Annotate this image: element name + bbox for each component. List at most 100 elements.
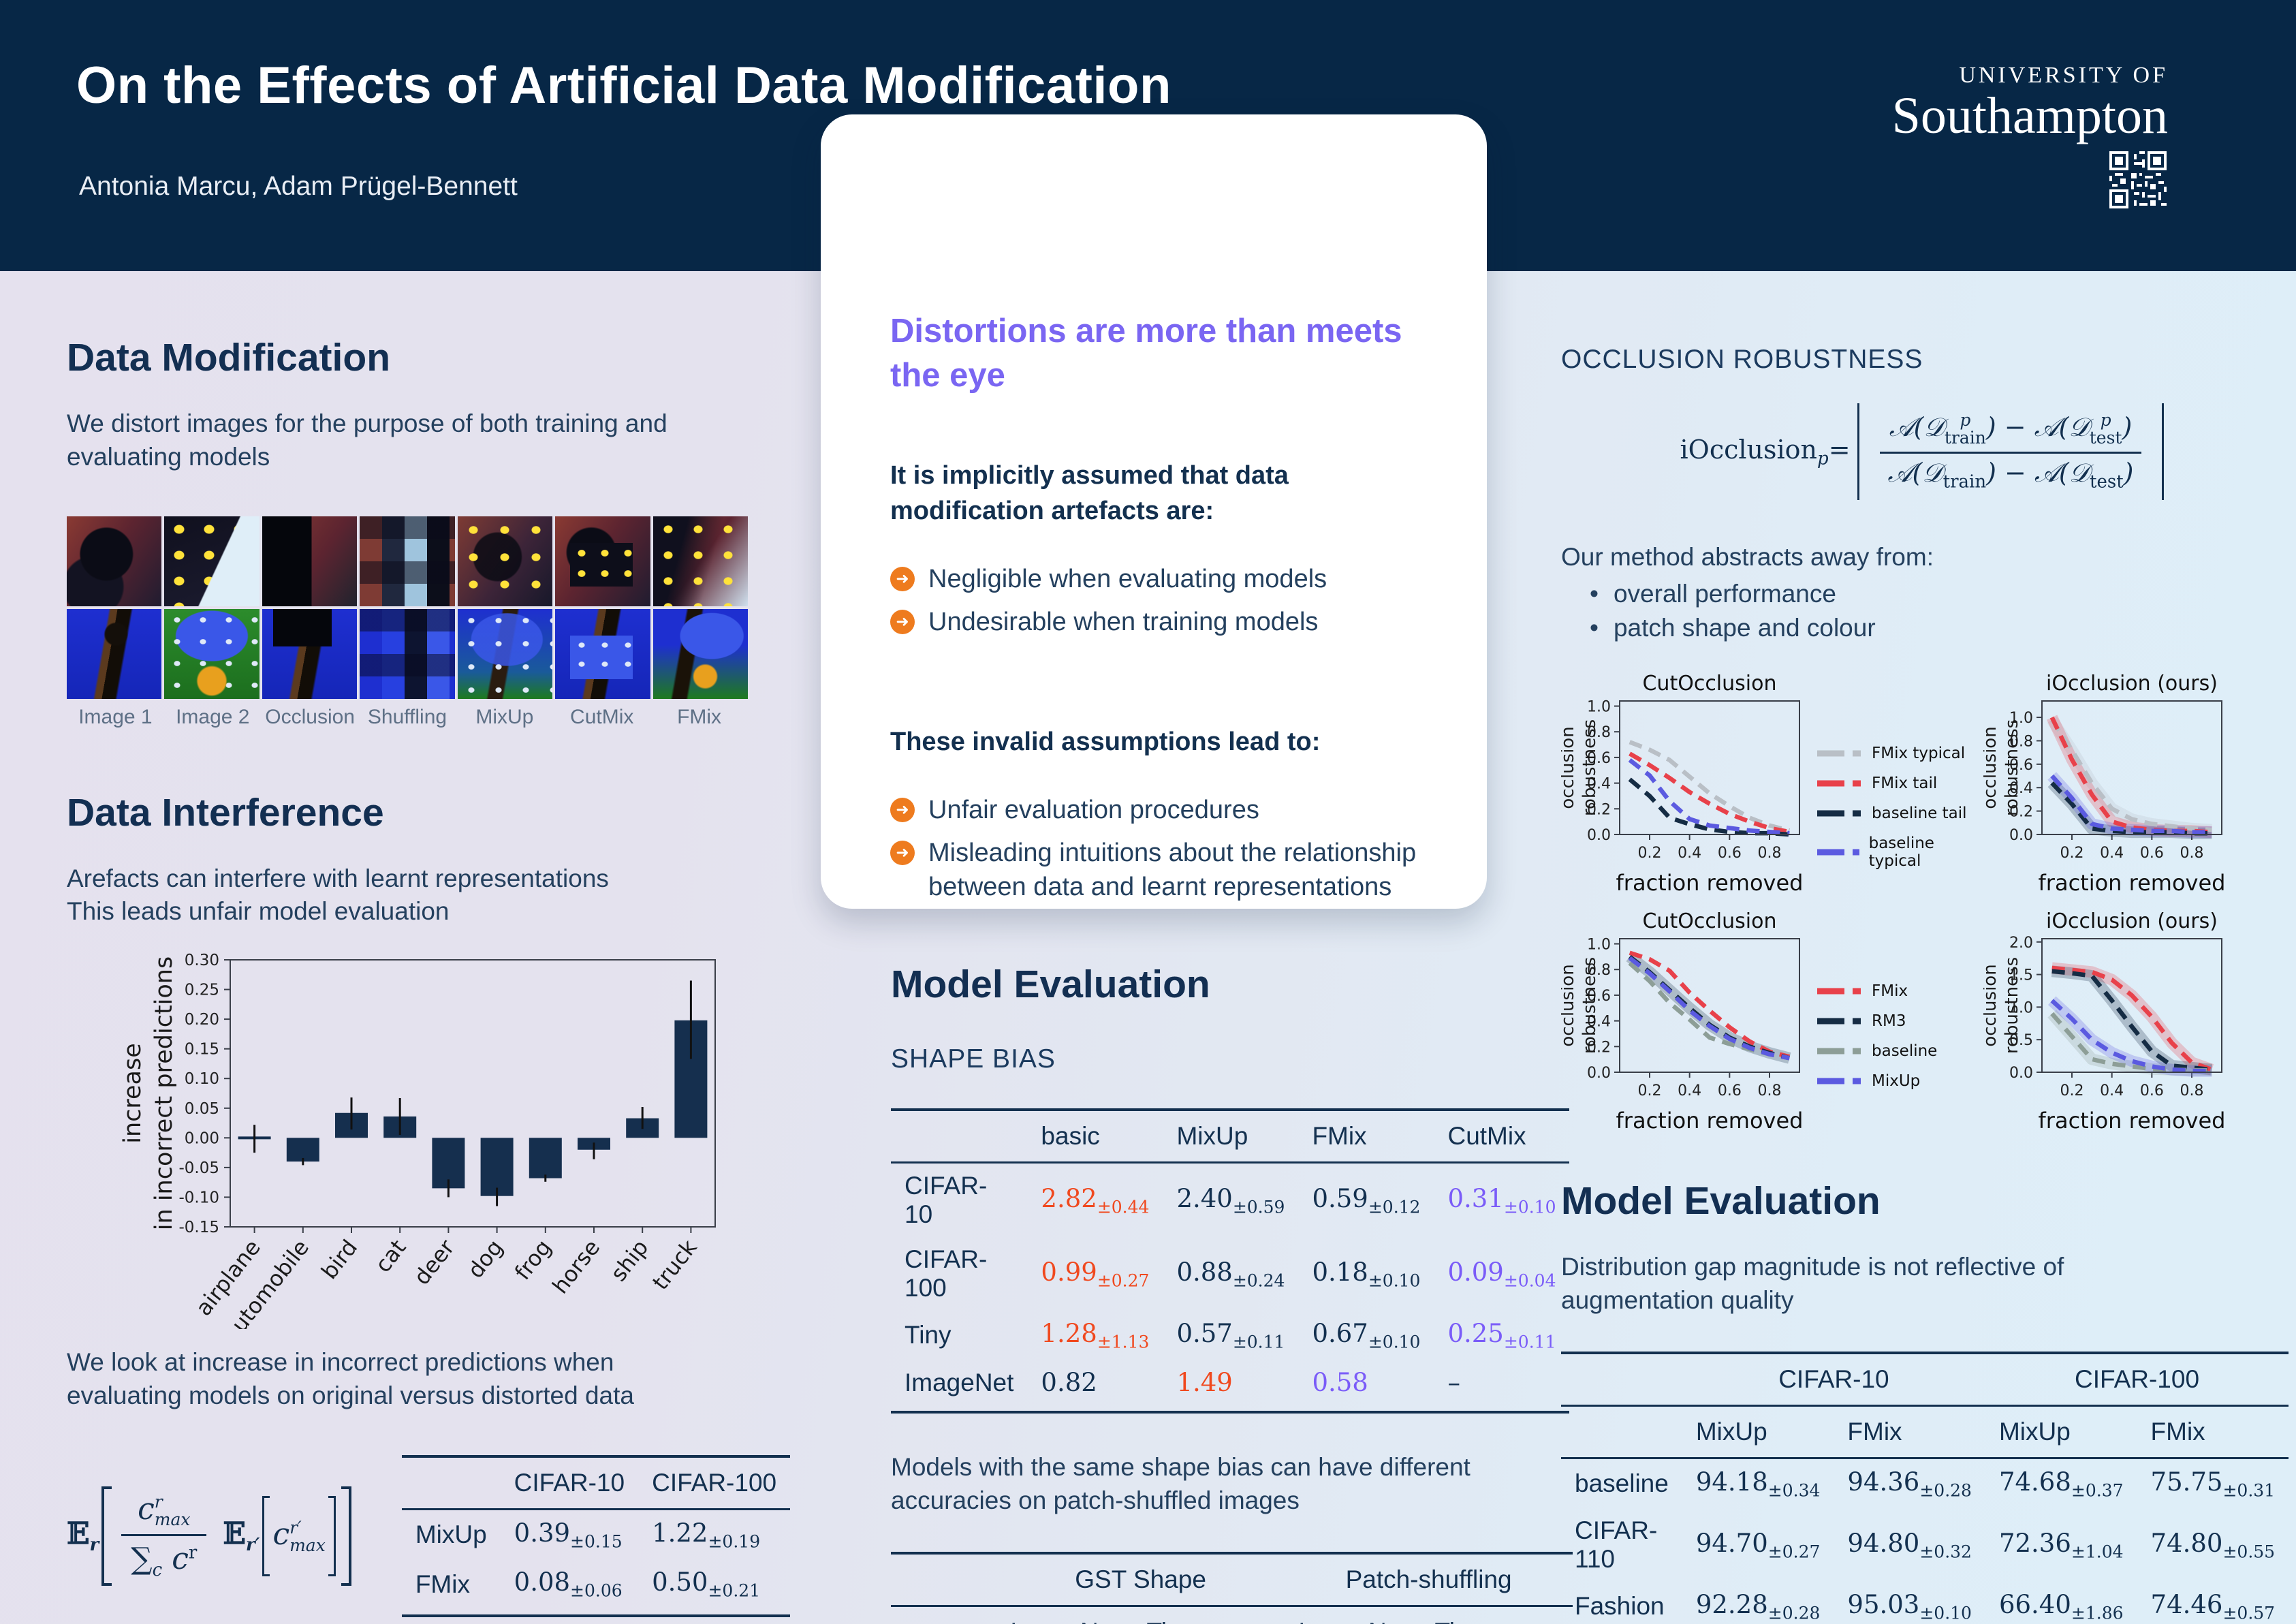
shape-bias-note: Models with the same shape bias can have… — [891, 1453, 1471, 1515]
model-evaluation-heading: Model Evaluation — [891, 963, 1210, 1006]
conclusion-body: We look at increase in incorrect predict… — [67, 1348, 634, 1410]
table-group-header: Patch-shuffling — [1285, 1553, 1573, 1608]
shape-bias-subheading: SHAPE BIAS — [891, 1044, 1056, 1074]
svg-text:in incorrect predictions: in incorrect predictions — [151, 956, 178, 1230]
model-evaluation-heading-right: Model Evaluation — [1561, 1178, 1881, 1223]
expected-increase-formula: 𝔼r c r max ∑c cr 𝔼r′ c r′ max — [67, 1486, 354, 1587]
bullet-text: Undesirable when training models — [928, 608, 1319, 637]
shape-bias-table: basic MixUp FMix CutMix CIFAR-10 2.82±0.44 2.4… — [891, 1108, 1570, 1414]
svg-text:0.8: 0.8 — [1587, 724, 1611, 741]
left-column: Data Modification We distort images for … — [67, 335, 809, 1617]
table-cell: 0.67±0.10 — [1312, 1319, 1421, 1352]
svg-text:1.5: 1.5 — [2009, 967, 2033, 984]
key-message-card: Distortions are more than meets the eye … — [821, 114, 1487, 909]
table-column-header: MixUp — [1163, 1110, 1299, 1164]
line-chart-svg: iOcclusion (ours) 0.0 0.5 1.0 1.5 2.0 0.2 0.4 0.… — [1980, 909, 2225, 1134]
svg-text:1.0: 1.0 — [1587, 936, 1611, 953]
svg-text:0.6: 0.6 — [2140, 845, 2164, 862]
table-cell: 94.80±0.32 — [1847, 1528, 1972, 1562]
table-column-header: MixUp — [1985, 1405, 2137, 1459]
thumb-image1-row2 — [67, 608, 162, 699]
svg-text:iOcclusion (ours): iOcclusion (ours) — [2046, 909, 2218, 933]
strip-label: Image 2 — [176, 705, 250, 728]
poster-authors: Antonia Marcu, Adam Prügel-Bennett — [79, 172, 518, 201]
svg-text:0.2: 0.2 — [1587, 1039, 1611, 1056]
table-cell: 92.28±0.28 — [1682, 1581, 1834, 1624]
svg-text:0.5: 0.5 — [2009, 1032, 2033, 1049]
occlusion-robustness-heading: OCCLUSION ROBUSTNESS — [1561, 345, 1923, 374]
inner-left-bracket — [262, 1495, 270, 1577]
svg-text:0.0: 0.0 — [1587, 827, 1611, 844]
table-cell: 0.59±0.12 — [1312, 1183, 1421, 1217]
table-cell: 0.08±0.06 — [500, 1559, 639, 1617]
svg-text:0.15: 0.15 — [185, 1041, 219, 1059]
table-row: CIFAR-10 2.82±0.44 2.40±0.59 0.59±0.12 0.31±… — [891, 1163, 1569, 1238]
table-cell: 66.40±1.86 — [1985, 1581, 2137, 1624]
abstracts-intro: Our method abstracts away from: — [1561, 543, 1934, 572]
strip-label: CutMix — [570, 705, 634, 728]
legend-swatch — [1817, 750, 1861, 757]
assumed-bullet: ➜ Negligible when evaluating models — [890, 563, 1421, 596]
legend-item: baseline — [1817, 1042, 1983, 1060]
svg-text:frog: frog — [509, 1235, 556, 1285]
cutmix-patch — [570, 636, 633, 679]
table-row: Tiny 1.28±1.13 0.57±0.11 0.67±0.10 0.25±0.11 — [891, 1311, 1569, 1360]
table-row: FMix 0.08±0.06 0.50±0.21 — [401, 1559, 791, 1617]
svg-text:0.30: 0.30 — [185, 952, 219, 969]
bullet-text: Misleading intuitions about the relation… — [928, 839, 1417, 901]
table-cell: 1.28±1.13 — [1041, 1319, 1150, 1352]
svg-text:ship: ship — [606, 1235, 654, 1287]
bullet-text: Unfair evaluation procedures — [928, 796, 1259, 825]
table-column-header: CIFAR-100 — [638, 1456, 791, 1510]
lead-bullet: ➜ Unfair evaluation procedures — [890, 794, 1421, 827]
chart-legend-1: FMix typical FMix tail baseline tail baseli… — [1808, 745, 1983, 870]
cutmix-patch — [570, 543, 633, 587]
occlusion-charts-row-1: CutOcclusion 0.0 0.2 0.4 0.6 0.8 1.0 0.2 0.4 0.6 0… — [1558, 670, 2283, 903]
svg-text:robustness: robustness — [2002, 957, 2022, 1054]
svg-text:0.4: 0.4 — [2009, 780, 2033, 797]
inner-right-bracket — [328, 1495, 336, 1577]
svg-text:0.0: 0.0 — [1587, 1065, 1611, 1082]
svg-text:0.8: 0.8 — [1758, 845, 1782, 862]
svg-text:0.2: 0.2 — [1638, 845, 1662, 862]
legend-item: baseline typical — [1817, 834, 1983, 870]
legend-label: MixUp — [1872, 1072, 1921, 1090]
table-row-label: baseline — [1575, 1469, 1669, 1497]
table-column-header: CIFAR-10 — [500, 1456, 639, 1510]
logo-top-text: UNIVERSITY OF — [1959, 63, 2168, 88]
university-logo: UNIVERSITY OF Southampton — [1892, 63, 2168, 208]
table-cell: 0.39±0.15 — [514, 1518, 623, 1552]
svg-text:iOcclusion (ours): iOcclusion (ours) — [2046, 672, 2218, 696]
table-column-header: FMix — [2137, 1405, 2289, 1459]
svg-text:0.00: 0.00 — [185, 1130, 219, 1148]
legend-item: baseline tail — [1817, 805, 1983, 822]
table-row-label: FMix — [401, 1559, 501, 1617]
iocclusion-chart-2: iOcclusion (ours) 0.0 0.5 1.0 1.5 2.0 0.2 0.4 0.… — [1980, 907, 2230, 1141]
thumb-cutmix-row1 — [555, 516, 650, 606]
table-column-header: MixUp — [1682, 1405, 1834, 1459]
strip-label: Shuffling — [367, 705, 447, 728]
table-row: CIFAR-100 0.99±0.27 0.88±0.24 0.18±0.10 0.09… — [891, 1237, 1569, 1311]
svg-text:0.25: 0.25 — [185, 982, 219, 999]
arrow-bullet-icon: ➜ — [890, 841, 915, 866]
legend-label: RM3 — [1872, 1012, 1906, 1030]
bullet-text: patch shape and colour — [1613, 613, 1876, 642]
table-cell: 0.57±0.11 — [1176, 1319, 1285, 1352]
table-cell: 74.68±0.37 — [1998, 1467, 2124, 1500]
example-image-strip — [67, 516, 748, 699]
assumed-heading: It is implicitly assumed that data modif… — [890, 461, 1289, 525]
svg-text:0.6: 0.6 — [2140, 1082, 2164, 1099]
cutocclusion-chart-1: CutOcclusion 0.0 0.2 0.4 0.6 0.8 1.0 0.2 0.4 0.6 0… — [1558, 670, 1808, 903]
svg-text:0.2: 0.2 — [2060, 845, 2084, 862]
table-cell: 95.03±0.10 — [1834, 1581, 1985, 1624]
svg-text:dog: dog — [462, 1235, 508, 1283]
table-cell: 0.99±0.27 — [1041, 1257, 1150, 1291]
data-interference-heading: Data Interference — [67, 790, 384, 834]
strip-label: Occlusion — [265, 705, 355, 728]
table-cell: 0.18±0.10 — [1312, 1257, 1421, 1291]
table-cell: 74.46±0.57 — [2137, 1581, 2289, 1624]
svg-text:-0.10: -0.10 — [178, 1189, 219, 1207]
svg-text:0.4: 0.4 — [1678, 845, 1701, 862]
data-table: CIFAR-10 CIFAR-100 MixUp 0.39±0.15 1.22±0.19… — [401, 1454, 791, 1617]
table-cell: 94.70±0.27 — [1695, 1528, 1821, 1562]
